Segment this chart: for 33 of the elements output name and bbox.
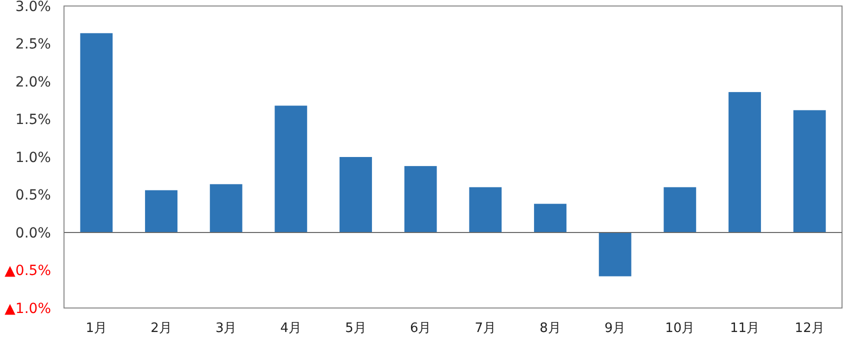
y-tick-label: ▲0.5%: [4, 263, 51, 280]
x-tick-label: 12月: [794, 321, 824, 336]
y-tick-label: 2.5%: [15, 36, 51, 53]
x-tick-label: 2月: [150, 321, 172, 336]
x-tick-label: 3月: [215, 321, 237, 336]
x-tick-label: 10月: [665, 321, 695, 336]
y-tick-label: 0.5%: [15, 188, 51, 204]
bar: [210, 184, 242, 232]
y-tick-label: 3.0%: [15, 0, 51, 15]
bar: [534, 204, 566, 232]
bar: [274, 106, 308, 232]
x-tick-label: 5月: [345, 321, 366, 336]
bar: [145, 190, 178, 232]
x-tick-label: 1月: [86, 321, 108, 336]
x-tick-label: 4月: [280, 321, 302, 336]
bar: [404, 166, 437, 232]
bar: [469, 187, 502, 232]
bar: [728, 92, 761, 232]
x-tick-label: 6月: [410, 321, 432, 336]
x-tick-label: 8月: [540, 321, 561, 336]
y-tick-label: 1.5%: [15, 112, 51, 128]
bar: [598, 232, 632, 276]
bar: [793, 110, 826, 232]
x-tick-label: 11月: [730, 321, 760, 336]
bar: [664, 187, 696, 232]
y-tick-label: 0.0%: [15, 225, 51, 242]
y-tick-label: ▲1.0%: [4, 300, 51, 317]
bar: [80, 33, 113, 232]
x-tick-label: 7月: [474, 321, 496, 336]
y-tick-label: 1.0%: [15, 150, 51, 166]
y-tick-label: 2.0%: [15, 74, 51, 90]
bar: [340, 157, 372, 232]
x-tick-label: 9月: [604, 321, 626, 336]
